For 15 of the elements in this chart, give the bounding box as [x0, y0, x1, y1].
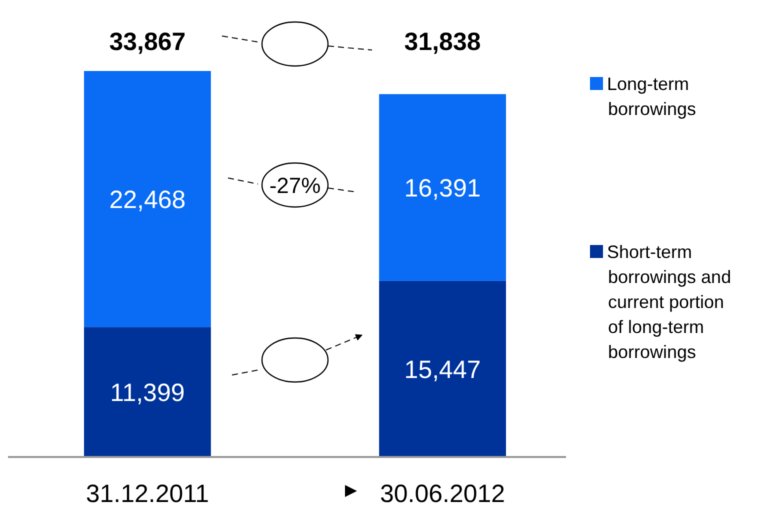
legend-label: Short-term borrowings and current portion of long-term borrowings — [607, 242, 732, 362]
data-label: 16,391 — [404, 174, 481, 203]
data-label: 15,447 — [404, 356, 481, 384]
total-label: 33,867 — [109, 28, 186, 56]
annotation: -27% — [269, 173, 321, 198]
data-label: 22,468 — [109, 186, 186, 214]
total-label: 31,838 — [404, 28, 481, 56]
bar — [84, 71, 211, 328]
legend-label: Long-term borrowings — [607, 74, 696, 119]
data-label: 11,399 — [110, 379, 185, 408]
bar — [379, 94, 506, 281]
bar — [84, 327, 211, 457]
bar — [379, 280, 506, 457]
x-tick-label: 30.06.2012 — [380, 480, 506, 508]
x-tick-label: 31.12.2011 — [86, 480, 210, 508]
